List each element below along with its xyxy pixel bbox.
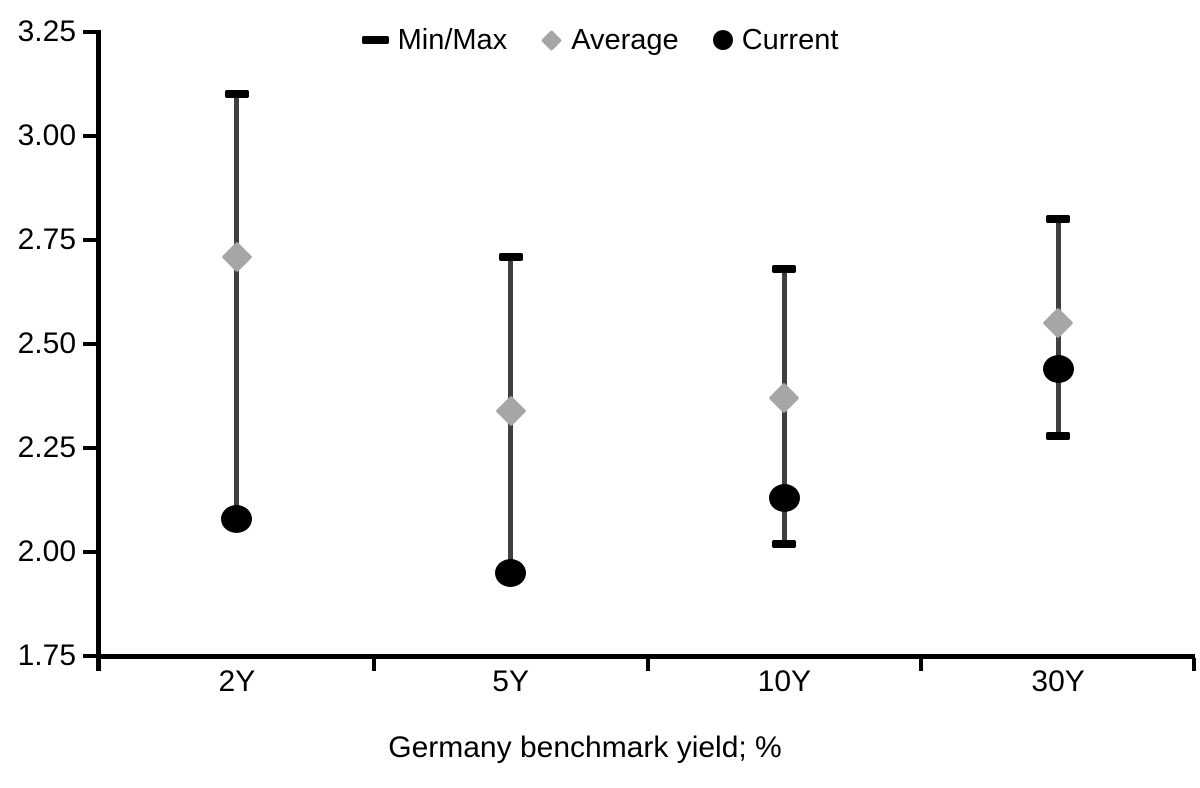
current-marker xyxy=(221,504,253,533)
y-axis-tick-label: 3.00 xyxy=(17,119,76,152)
x-axis-tick xyxy=(96,658,100,671)
y-axis-tick xyxy=(83,238,97,242)
current-marker xyxy=(768,483,800,512)
max-cap xyxy=(224,90,249,99)
x-axis-line xyxy=(96,653,1195,659)
legend-item-minmax: Min/Max xyxy=(361,22,508,58)
legend-label-current: Current xyxy=(741,24,839,56)
max-cap xyxy=(772,265,797,274)
x-axis-category-label: 30Y xyxy=(1031,665,1085,698)
y-axis-tick xyxy=(83,134,97,138)
y-axis-tick xyxy=(83,654,97,658)
min-cap xyxy=(1046,431,1071,440)
x-axis-title: Germany benchmark yield; % xyxy=(388,731,782,764)
legend-label-average: Average xyxy=(571,24,679,56)
legend: Min/Max Average Current xyxy=(0,22,1200,58)
y-axis-tick xyxy=(83,30,97,34)
average-marker xyxy=(768,382,800,414)
y-axis-tick-label: 2.25 xyxy=(17,431,76,464)
average-diamond-icon xyxy=(541,29,563,51)
x-axis-tick xyxy=(371,658,376,671)
y-axis-line xyxy=(96,30,101,671)
minmax-dash-icon xyxy=(361,36,389,44)
current-marker xyxy=(495,558,527,587)
x-axis-tick xyxy=(645,658,650,671)
y-axis-tick-label: 3.25 xyxy=(17,15,76,48)
legend-item-current: Current xyxy=(712,22,839,58)
y-axis-tick xyxy=(83,446,97,450)
max-cap xyxy=(498,252,523,261)
current-marker xyxy=(1042,354,1074,383)
legend-item-average: Average xyxy=(541,22,679,58)
y-axis-tick xyxy=(83,550,97,554)
y-axis-tick-label: 2.00 xyxy=(17,535,76,568)
y-axis-tick-label: 2.75 xyxy=(17,223,76,256)
x-axis-category-label: 10Y xyxy=(757,665,812,698)
max-cap xyxy=(1046,215,1071,224)
average-marker xyxy=(1042,307,1074,339)
legend-label-minmax: Min/Max xyxy=(397,24,508,56)
range-line xyxy=(234,94,240,519)
x-axis-category-label: 2Y xyxy=(218,665,256,698)
average-marker xyxy=(495,394,527,427)
x-axis-tick xyxy=(919,658,924,671)
x-axis-tick xyxy=(1192,658,1196,671)
y-axis-tick xyxy=(83,342,97,346)
min-cap xyxy=(772,539,797,548)
current-circle-icon xyxy=(712,30,733,50)
x-axis-category-label: 5Y xyxy=(492,665,529,698)
y-axis-tick-label: 2.50 xyxy=(17,327,76,360)
average-marker xyxy=(221,241,253,273)
y-axis-tick-label: 1.75 xyxy=(17,639,76,672)
